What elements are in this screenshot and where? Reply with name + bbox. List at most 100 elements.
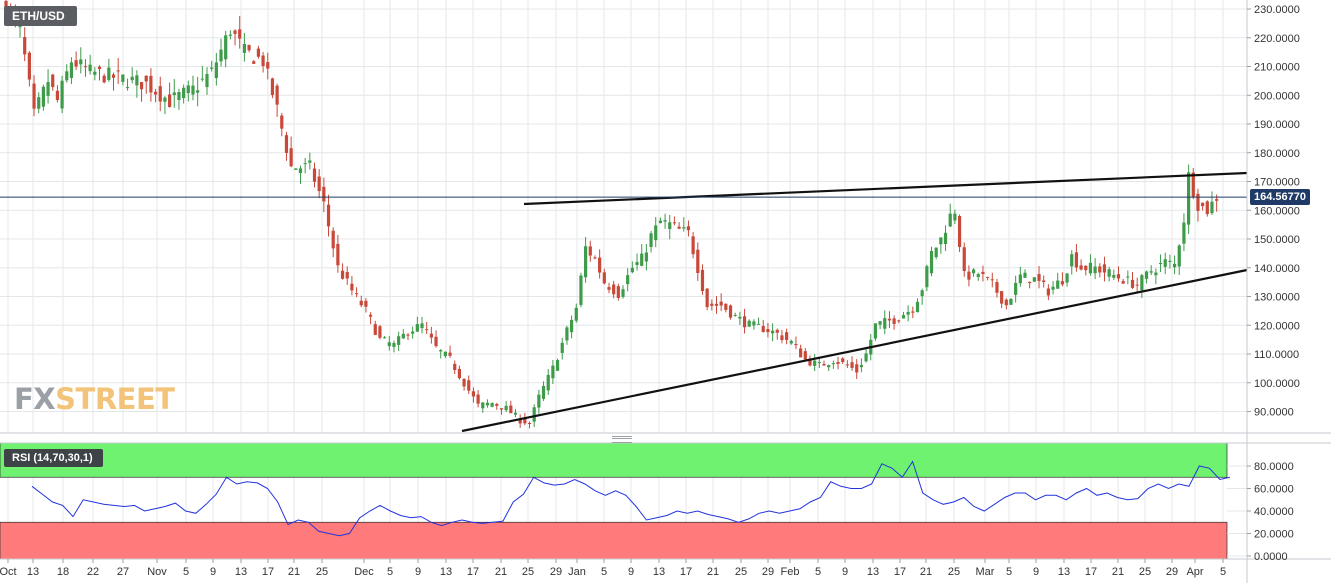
candle-body xyxy=(518,418,522,424)
time-tick-label: Apr xyxy=(1186,566,1203,578)
candle-body xyxy=(275,85,279,105)
candle-body xyxy=(803,351,807,360)
candle-body xyxy=(1205,201,1209,215)
candle-body xyxy=(747,320,751,327)
candle xyxy=(242,32,246,62)
candle xyxy=(1014,275,1018,303)
candle xyxy=(504,401,508,413)
candle-body xyxy=(354,293,359,295)
candle xyxy=(1079,259,1083,271)
candle-body xyxy=(841,358,845,362)
candle-body xyxy=(780,335,784,341)
candle xyxy=(747,319,751,327)
candle-body xyxy=(336,243,340,266)
candle xyxy=(714,296,719,314)
candle-body xyxy=(1196,193,1200,211)
candle-body xyxy=(691,236,695,255)
candle xyxy=(649,230,653,253)
candle xyxy=(312,162,317,188)
rsi-tick-label: 40.0000 xyxy=(1254,506,1294,518)
candle xyxy=(710,299,714,311)
candle xyxy=(677,222,681,229)
candle xyxy=(1168,254,1172,269)
candle-body xyxy=(644,252,648,262)
candle-body xyxy=(677,226,681,229)
candle-body xyxy=(822,363,826,366)
candle xyxy=(612,280,616,299)
candle xyxy=(756,317,761,325)
time-tick-label: 21 xyxy=(920,566,932,578)
candle xyxy=(957,214,962,253)
rsi-label[interactable]: RSI (14,70,30,1) xyxy=(4,449,103,467)
overbought-zone xyxy=(0,442,1228,478)
candle-body xyxy=(238,29,242,39)
candle xyxy=(368,312,373,325)
candle-body xyxy=(1023,272,1027,278)
candle xyxy=(537,389,541,414)
time-tick-label: 13 xyxy=(653,566,665,578)
candle-body xyxy=(298,168,303,174)
candle-body xyxy=(1070,254,1074,267)
candle-body xyxy=(182,87,186,99)
symbol-label[interactable]: ETH/USD xyxy=(4,6,77,26)
time-tick-label: 9 xyxy=(628,566,634,578)
rsi-tick-label: 0.0000 xyxy=(1254,551,1288,563)
candle xyxy=(644,243,648,271)
candle xyxy=(808,355,812,367)
candle xyxy=(672,216,677,226)
candle-body xyxy=(700,269,705,292)
candle-body xyxy=(111,74,116,78)
price-tick-label: 230.0000 xyxy=(1254,4,1300,16)
candle xyxy=(121,74,125,86)
candle xyxy=(831,360,835,369)
candle-body xyxy=(322,186,326,202)
candle-body xyxy=(986,276,990,278)
candle-body xyxy=(504,405,508,411)
candle xyxy=(682,217,686,232)
candle-body xyxy=(1149,271,1153,273)
candle xyxy=(378,324,382,340)
time-tick-label: 25 xyxy=(948,566,960,578)
time-axis: Oct 13 18 22 27 Nov 5 9 13 17 21 25 Dec 5 9 13 17 21 25 29 J… xyxy=(0,559,1226,578)
candle-body xyxy=(453,363,457,371)
candle-body xyxy=(186,85,190,94)
candle-body xyxy=(738,316,742,319)
candle-body xyxy=(742,316,747,328)
candle-body xyxy=(663,220,667,222)
candle-body xyxy=(116,70,120,72)
candle xyxy=(836,356,840,370)
candle xyxy=(490,402,494,408)
candle-body xyxy=(1014,282,1018,295)
candle-body xyxy=(990,279,994,281)
candle-body xyxy=(1102,264,1107,273)
price-tick-label: 220.0000 xyxy=(1254,33,1300,45)
candle-body xyxy=(326,204,331,227)
candle xyxy=(700,264,705,295)
candle xyxy=(177,88,181,110)
candle-body xyxy=(397,336,401,345)
candle-body xyxy=(499,408,504,410)
oversold-zone xyxy=(0,521,1228,560)
candle xyxy=(1158,254,1163,273)
candle xyxy=(163,96,167,115)
candle xyxy=(654,217,658,248)
time-tick-label: 13 xyxy=(867,566,879,578)
time-tick-label: 9 xyxy=(415,566,421,578)
candle-body xyxy=(668,222,672,230)
time-tick-label: 5 xyxy=(815,566,821,578)
candle xyxy=(495,402,499,410)
candle-body xyxy=(883,318,887,329)
time-tick-label: 21 xyxy=(1112,566,1124,578)
candle-body xyxy=(953,213,957,221)
candle xyxy=(780,329,784,344)
candle xyxy=(948,203,952,228)
candle-body xyxy=(224,35,228,60)
pane-resize-handle[interactable] xyxy=(612,436,632,443)
candle xyxy=(1205,200,1209,217)
candle xyxy=(574,303,578,323)
price-tick-label: 190.0000 xyxy=(1254,119,1300,131)
candle xyxy=(205,67,209,95)
candle-body xyxy=(1215,199,1219,201)
rsi-axis: 80.0000 60.0000 40.0000 20.0000 0.0000 xyxy=(1247,461,1294,563)
